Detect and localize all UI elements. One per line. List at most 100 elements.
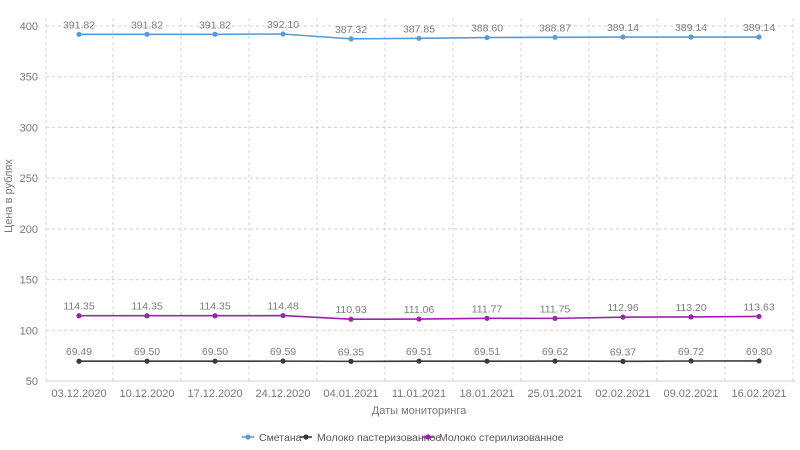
data-label: 114.35 [199,301,230,313]
y-tick-label: 100 [20,325,38,337]
chart-series: 391.82 391.82 391.82 392.10 387.32 387.85 388.… [63,19,775,364]
data-point [212,358,218,364]
y-tick-label: 200 [20,224,38,236]
legend-label: Сметана [259,432,302,444]
data-point [212,313,218,319]
x-tick-label: 25.01.2021 [527,388,582,400]
data-label: 110.93 [335,304,366,316]
data-label: 389.14 [675,22,707,34]
legend-label: Молоко пастеризованное [317,432,441,444]
y-axis-ticks: 50 100 150 200 250 300 350 400 [20,21,38,388]
data-point [484,34,490,41]
data-point [620,314,626,320]
data-label: 69.51 [474,346,500,358]
data-point [348,316,354,322]
data-label: 389.14 [607,22,639,34]
data-label: 391.82 [131,19,163,31]
data-point [348,358,354,364]
legend-marker [245,434,251,440]
y-tick-label: 250 [20,173,38,185]
x-axis-ticks: 03.12.2020 10.12.2020 17.12.2020 24.12.2020… [51,388,786,400]
x-tick-label: 02.02.2021 [595,388,650,400]
data-label: 69.62 [542,346,568,358]
data-point [76,313,82,319]
data-point [144,313,150,319]
y-tick-label: 150 [20,275,38,287]
data-point [416,316,422,322]
series-2: 114.35 114.35 114.35 114.48 110.93 111.06 111.… [63,301,775,322]
x-tick-label: 04.01.2021 [323,388,378,400]
data-label: 113.63 [743,301,774,313]
data-point [552,358,558,364]
data-label: 69.37 [610,346,636,358]
y-tick-label: 350 [20,72,38,84]
data-label: 69.50 [202,346,228,358]
data-label: 69.72 [678,346,704,358]
data-point [620,34,626,40]
data-point [688,314,694,320]
data-point [688,34,694,40]
data-point [484,358,490,364]
data-label: 113.20 [675,302,706,314]
y-tick-label: 300 [20,122,38,134]
x-axis-title: Даты мониторинга [372,405,467,417]
x-tick-label: 11.01.2021 [392,388,446,400]
legend-label: Молоко стерилизованное [439,432,564,444]
data-label: 111.77 [472,303,503,315]
x-tick-label: 03.12.2020 [51,388,106,400]
series-0: 391.82 391.82 391.82 392.10 387.32 387.85 388.… [63,19,775,42]
data-point [76,31,82,37]
data-point [756,313,762,320]
data-label: 69.59 [270,346,296,358]
data-label: 69.80 [746,346,772,358]
y-axis-title: Цена в рублях [3,159,15,233]
legend-marker [425,434,431,440]
data-point [348,36,354,42]
data-label: 387.85 [403,23,435,35]
y-tick-label: 400 [20,21,38,33]
data-label: 387.32 [335,24,367,36]
data-label: 69.49 [66,346,92,358]
data-label: 389.14 [743,22,775,34]
data-label: 69.51 [406,346,432,358]
x-tick-label: 17.12.2020 [187,388,242,400]
data-point [552,34,558,40]
data-label: 388.60 [471,23,503,35]
data-label: 114.35 [63,301,94,313]
x-tick-label: 16.02.2021 [731,388,786,400]
data-point [280,358,286,364]
data-label: 388.87 [539,22,571,34]
x-tick-label: 09.02.2021 [663,388,718,400]
x-tick-label: 18.01.2021 [459,388,514,400]
data-label: 391.82 [199,19,231,31]
data-point [756,34,762,40]
y-tick-label: 50 [26,376,38,388]
data-label: 114.35 [131,301,162,313]
data-label: 69.35 [338,346,364,358]
data-label: 111.75 [540,303,571,315]
data-point [688,358,694,364]
data-label: 391.82 [63,19,95,31]
data-point [416,35,422,41]
data-point [756,358,762,364]
series-1: 69.49 69.50 69.50 69.59 69.35 69.51 69.51 69.62… [66,346,772,364]
data-label: 69.50 [134,346,160,358]
data-point [484,315,490,321]
data-point [144,31,150,37]
data-point [76,358,82,364]
data-point [620,358,626,364]
data-point [416,358,422,364]
x-tick-label: 10.12.2020 [119,388,174,400]
data-label: 112.96 [607,302,638,314]
data-label: 392.10 [267,19,299,31]
data-point [144,358,150,364]
data-point [280,312,286,319]
data-label: 114.48 [267,301,298,313]
data-label: 111.06 [404,304,435,316]
x-tick-label: 24.12.2020 [255,388,310,400]
data-point [212,31,218,37]
chart-grid [45,18,796,382]
data-point [280,31,286,37]
